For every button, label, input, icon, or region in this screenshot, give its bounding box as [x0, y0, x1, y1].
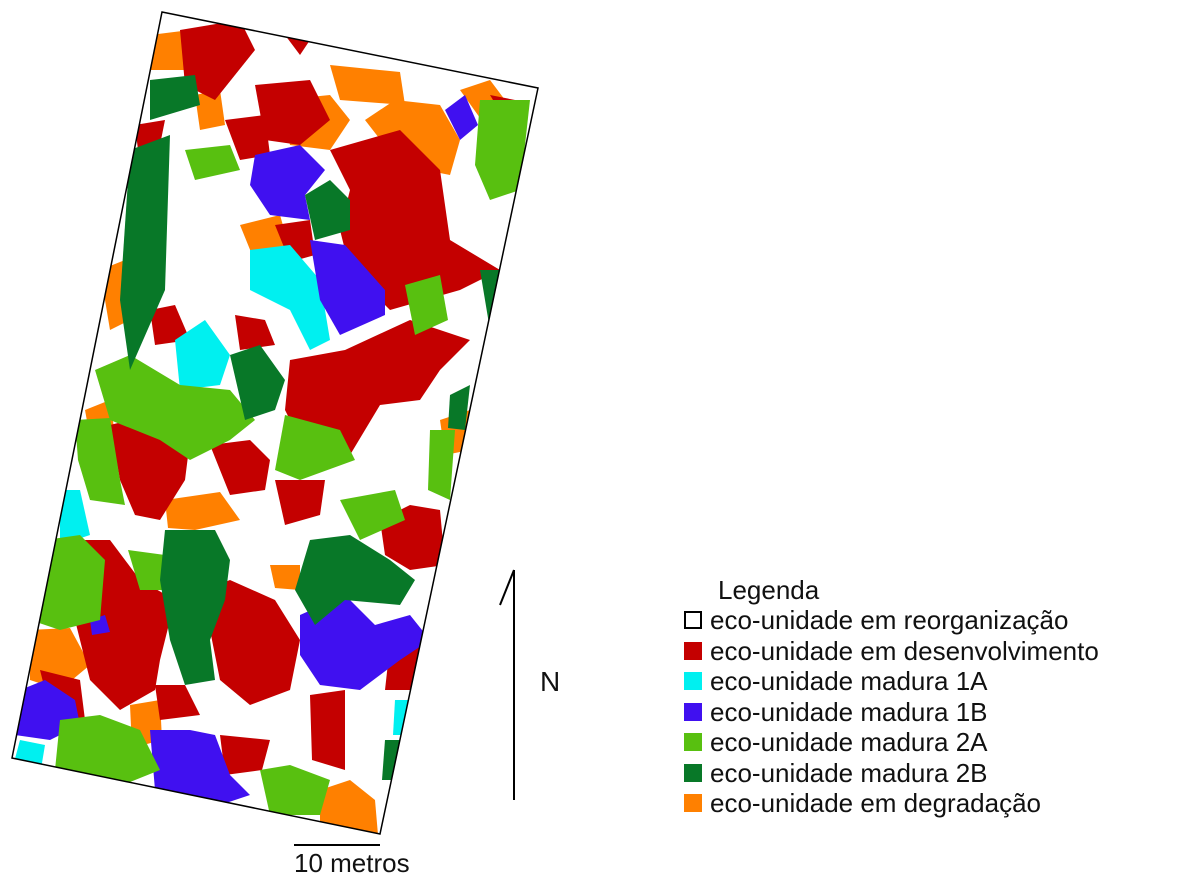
- patch-madura2b: [120, 135, 170, 370]
- patch-madura2a: [275, 415, 355, 480]
- legend-label: eco-unidade em reorganização: [710, 605, 1069, 636]
- patch-desenvolvimento: [180, 20, 255, 100]
- legend-item-madura-2b: eco-unidade madura 2B: [684, 758, 1099, 789]
- patch-desenvolvimento: [220, 735, 270, 775]
- patch-degradacao: [320, 780, 378, 834]
- patch-madura2b: [295, 535, 415, 625]
- legend-swatch: [684, 641, 702, 660]
- patch-madura2b: [160, 530, 230, 685]
- patch-degradacao: [195, 90, 225, 130]
- patch-degradacao: [460, 80, 505, 118]
- patch-madura1a: [60, 490, 90, 545]
- legend-swatch: [684, 763, 702, 782]
- legend-label: eco-unidade madura 2A: [710, 727, 988, 758]
- patch-desenvolvimento: [310, 690, 345, 770]
- legend-swatch: [684, 611, 702, 630]
- patch-madura1b: [250, 145, 325, 220]
- patch-desenvolvimento: [330, 130, 500, 310]
- legend-item-madura-2a: eco-unidade madura 2A: [684, 727, 1099, 758]
- plot-boundary: [11, 11, 539, 835]
- patch-desenvolvimento: [275, 480, 325, 525]
- patch-desenvolvimento: [255, 80, 330, 145]
- patch-degradacao: [150, 30, 190, 70]
- patch-madura2a: [340, 490, 405, 540]
- legend-label: eco-unidade madura 1A: [710, 666, 988, 697]
- legend-swatch: [684, 794, 702, 813]
- patch-madura2b: [150, 75, 200, 120]
- patch-desenvolvimento: [275, 220, 315, 262]
- patch-desenvolvimento: [235, 315, 275, 350]
- legend-swatch: [684, 733, 702, 752]
- patch-degradacao: [165, 492, 240, 530]
- patch-madura1a: [175, 320, 230, 390]
- patch-madura2b: [480, 270, 500, 330]
- eco-unit-patches: [12, 12, 538, 834]
- legend-label: eco-unidade em desenvolvimento: [710, 635, 1099, 666]
- patch-desenvolvimento: [150, 305, 190, 345]
- scale-label: 10 metros: [294, 848, 410, 878]
- patch-degradacao: [330, 65, 405, 105]
- patch-degradacao: [365, 100, 460, 175]
- legend-item-madura-1a: eco-unidade madura 1A: [684, 666, 1099, 697]
- patch-madura1a: [250, 245, 330, 350]
- legend-item-desenvolvimento: eco-unidade em desenvolvimento: [684, 636, 1099, 667]
- legend-label: eco-unidade madura 1B: [710, 696, 988, 727]
- patch-madura2a: [475, 100, 530, 200]
- patch-madura1b: [300, 595, 430, 690]
- patch-desenvolvimento: [285, 320, 470, 455]
- patch-desenvolvimento: [155, 685, 200, 720]
- patch-madura2b: [305, 180, 350, 240]
- legend-label: eco-unidade madura 2B: [710, 757, 988, 788]
- legend-item-degradacao: eco-unidade em degradação: [684, 788, 1099, 819]
- patch-desenvolvimento: [225, 115, 270, 160]
- patch-madura2a: [75, 418, 125, 505]
- patch-degradacao: [270, 565, 300, 590]
- patch-madura1b: [310, 240, 385, 335]
- patch-madura2a: [260, 765, 330, 815]
- patch-desenvolvimento: [210, 440, 270, 495]
- legend-swatch: [684, 702, 702, 721]
- north-arrow-head: [499, 569, 515, 606]
- patch-madura2a: [55, 715, 160, 790]
- legend-title: Legenda: [718, 575, 820, 605]
- patch-madura2a: [405, 275, 448, 335]
- patch-madura2a: [185, 145, 240, 180]
- legend-item-reorganizacao: eco-unidade em reorganização: [684, 605, 1099, 636]
- legend-swatch: [684, 672, 702, 691]
- north-label: N: [540, 666, 561, 697]
- patch-madura2a: [428, 430, 455, 500]
- patch-madura1b: [445, 95, 478, 140]
- patch-madura2b: [230, 345, 285, 420]
- patch-madura1b: [150, 730, 250, 805]
- patch-madura2b: [448, 385, 470, 430]
- patch-madura2a: [95, 355, 255, 460]
- legend-label: eco-unidade em degradação: [710, 788, 1042, 819]
- legend: Legenda eco-unidade em reorganização eco…: [684, 575, 1099, 819]
- legend-item-madura-1b: eco-unidade madura 1B: [684, 697, 1099, 728]
